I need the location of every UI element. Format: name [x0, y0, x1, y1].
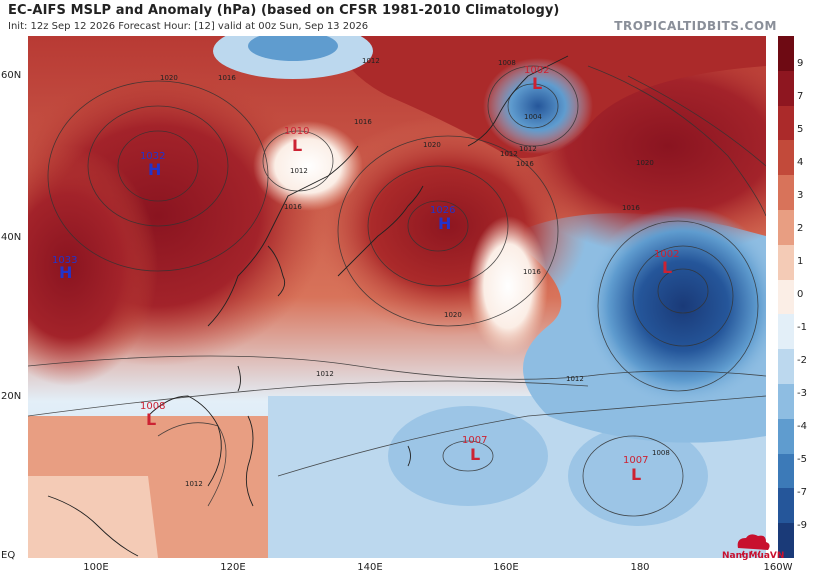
- colorbar-label: -2: [797, 355, 807, 366]
- longitude-label: 160E: [493, 562, 519, 573]
- isobar-label: 1016: [523, 268, 541, 276]
- latitude-label: 40N: [1, 232, 22, 243]
- nangmuavn-logo: [737, 534, 770, 556]
- colorbar-label: -5: [797, 454, 807, 465]
- colorbar-label: 4: [797, 157, 804, 168]
- hawaii-south-negative-anomaly: [568, 426, 708, 526]
- isobar-label: 1016: [284, 203, 302, 211]
- colorbar-segment: [778, 279, 794, 315]
- colorbar-label: -4: [797, 421, 807, 432]
- colorbar-segment: [778, 244, 794, 281]
- high-center-letter: H: [438, 214, 452, 233]
- colorbar-label: 2: [797, 223, 804, 234]
- low-center-value: 1010: [284, 126, 310, 137]
- high-center-letter: H: [59, 263, 73, 282]
- pacific-low-anomaly: [583, 206, 766, 406]
- isobar-label: 1008: [498, 59, 516, 67]
- west-asia-high-anomaly: [28, 146, 158, 386]
- low-center-value: 1008: [140, 401, 166, 412]
- colorbar-segment: [778, 523, 794, 559]
- subtropical-neutral-band: [468, 216, 548, 356]
- colorbar-segment: [778, 384, 794, 420]
- isobar-label: 1016: [622, 204, 640, 212]
- low-center-letter: L: [631, 465, 642, 484]
- longitude-label: 180: [630, 562, 650, 573]
- isobar-label: 1016: [354, 118, 372, 126]
- colorbar-label: 3: [797, 190, 804, 201]
- isobar-label: 1012: [362, 57, 380, 65]
- low-center-letter: L: [292, 136, 303, 155]
- latitude-label: 20N: [1, 391, 22, 402]
- mslp-anomaly-map: [28, 36, 766, 558]
- low-center-value: 1007: [623, 455, 649, 466]
- isobar-label: 1004: [524, 113, 542, 121]
- brand-watermark[interactable]: TROPICALTIDBITS.COM: [614, 19, 777, 33]
- colorbar-segment: [778, 453, 794, 489]
- isobar-label: 1012: [185, 480, 203, 488]
- colorbar-label: -1: [797, 322, 807, 333]
- map-title: EC-AIFS MSLP and Anomaly (hPa) (based on…: [8, 3, 560, 18]
- longitude-label: 160W: [763, 562, 793, 573]
- colorbar-label: 7: [797, 91, 804, 102]
- isobar-label: 1020: [444, 311, 462, 319]
- colorbar-segment: [778, 175, 794, 211]
- isobar-label: 1016: [516, 160, 534, 168]
- isobar-contours: [28, 65, 766, 517]
- logo-text: NangMuaVN: [722, 551, 785, 561]
- latitude-label: EQ: [1, 550, 16, 561]
- colorbar-segment: [778, 70, 794, 107]
- low-center-value: 1007: [462, 435, 488, 446]
- colorbar-segment: [778, 314, 794, 350]
- longitude-label: 140E: [357, 562, 383, 573]
- isobar-label: 1012: [316, 370, 334, 378]
- isobar-label: 1012: [566, 375, 584, 383]
- colorbar-segment: [778, 418, 794, 455]
- high-center-value: 1032: [140, 151, 166, 162]
- colorbar-segment: [778, 140, 794, 176]
- okhotsk-low-anomaly: [483, 58, 593, 154]
- marshall-negative-anomaly: [388, 406, 548, 506]
- isobar-label: 1020: [636, 159, 654, 167]
- longitude-label: 120E: [220, 562, 246, 573]
- colorbar-label: -7: [797, 487, 807, 498]
- manchuria-low-anomaly: [253, 121, 363, 211]
- map-subtitle: Init: 12z Sep 12 2026 Forecast Hour: [12…: [8, 21, 369, 32]
- isobar-label: 1016: [218, 74, 236, 82]
- colorbar-label: -3: [797, 388, 807, 399]
- coastlines: [47, 55, 569, 557]
- isobar-label: 1008: [652, 449, 670, 457]
- rain-icon: [741, 550, 761, 556]
- isobar-label: 1012: [290, 167, 308, 175]
- latitude-label: 60N: [1, 70, 22, 81]
- isobar-label: 1012: [500, 150, 518, 158]
- high-center-value: 1033: [52, 255, 78, 266]
- colorbar-segment: [778, 349, 794, 385]
- equatorial-west-anomaly: [28, 476, 158, 558]
- isobar-label: 1020: [423, 141, 441, 149]
- colorbar-label: 5: [797, 124, 804, 135]
- low-center-value: 1002: [654, 249, 680, 260]
- longitude-label: 100E: [83, 562, 109, 573]
- high-center-letter: H: [148, 160, 162, 179]
- colorbar-segment: [778, 36, 794, 72]
- colorbar-segment: [778, 210, 794, 246]
- low-center-letter: L: [470, 445, 481, 464]
- colorbar-label: 1: [797, 256, 804, 267]
- low-center-letter: L: [146, 410, 157, 429]
- isobar-label: 1020: [160, 74, 178, 82]
- colorbar-segment: [778, 488, 794, 524]
- low-center-letter: L: [532, 74, 543, 93]
- high-center-value: 1026: [430, 205, 456, 216]
- low-center-value: 1002: [524, 65, 550, 76]
- colorbar-label: -9: [797, 520, 807, 531]
- cloud-icon: [737, 534, 770, 550]
- colorbar-label: 9: [797, 58, 804, 69]
- colorbar-label: 0: [797, 289, 804, 300]
- colorbar-segment: [778, 105, 794, 141]
- anomaly-colorbar: [778, 36, 794, 559]
- siberia-low-core: [248, 36, 338, 61]
- low-center-letter: L: [662, 258, 673, 277]
- isobar-label: 1012: [519, 145, 537, 153]
